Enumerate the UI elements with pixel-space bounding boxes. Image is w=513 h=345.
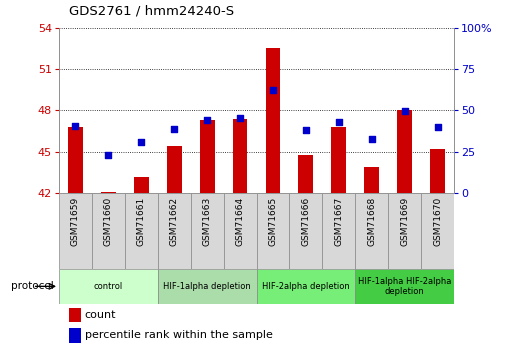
Bar [200,120,214,193]
Text: GSM71665: GSM71665 [268,197,278,246]
Text: HIF-2alpha depletion: HIF-2alpha depletion [262,282,350,291]
Text: HIF-1alpha depletion: HIF-1alpha depletion [163,282,251,291]
Bar [364,167,379,193]
Bar [125,193,158,269]
Text: GSM71660: GSM71660 [104,197,113,246]
Bar [421,193,454,269]
Bar [191,193,224,269]
Text: GSM71659: GSM71659 [71,197,80,246]
Bar [299,155,313,193]
Text: GSM71666: GSM71666 [301,197,310,246]
Bar [331,127,346,193]
Text: HIF-1alpha HIF-2alpha
depletion: HIF-1alpha HIF-2alpha depletion [358,277,451,296]
Bar [289,193,322,269]
Point [71,124,80,129]
Bar [322,193,355,269]
Text: GSM71664: GSM71664 [235,197,245,246]
Point [368,136,376,141]
Text: GSM71662: GSM71662 [170,197,179,246]
Point [302,128,310,133]
Bar [101,192,116,193]
Bar [69,308,81,322]
Bar [397,110,412,193]
Bar [388,193,421,269]
Bar [69,328,81,343]
Point [203,117,211,122]
Bar [59,193,92,269]
Text: percentile rank within the sample: percentile rank within the sample [85,331,272,341]
Point [170,126,179,131]
Text: control: control [94,282,123,291]
Bar [256,193,289,269]
Text: count: count [85,310,116,320]
Text: GSM71668: GSM71668 [367,197,376,246]
Bar [256,269,355,304]
Bar [68,127,83,193]
Bar [92,193,125,269]
Bar [430,149,445,193]
Bar [158,193,191,269]
Point [236,115,244,121]
Text: GSM71670: GSM71670 [433,197,442,246]
Text: GSM71667: GSM71667 [334,197,343,246]
Bar [355,269,454,304]
Point [104,152,112,158]
Bar [59,269,158,304]
Text: GSM71669: GSM71669 [400,197,409,246]
Bar [266,48,281,193]
Bar [224,193,256,269]
Bar [355,193,388,269]
Point [433,124,442,130]
Point [401,108,409,114]
Text: GSM71663: GSM71663 [203,197,212,246]
Text: GSM71661: GSM71661 [137,197,146,246]
Text: protocol: protocol [11,282,54,291]
Point [269,87,277,92]
Bar [158,269,256,304]
Bar [167,146,182,193]
Bar [134,177,149,193]
Point [137,139,145,145]
Text: GDS2761 / hmm24240-S: GDS2761 / hmm24240-S [69,4,234,17]
Bar [232,119,247,193]
Point [334,119,343,125]
